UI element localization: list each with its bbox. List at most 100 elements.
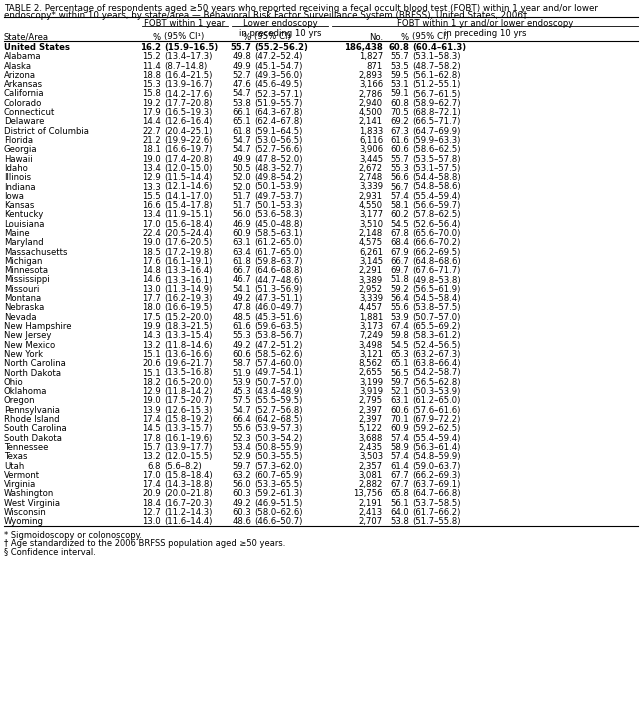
Text: 56.7: 56.7: [390, 183, 409, 191]
Text: 2,435: 2,435: [359, 443, 383, 452]
Text: (11.8–14.2): (11.8–14.2): [164, 387, 213, 396]
Text: (50.8–55.9): (50.8–55.9): [254, 443, 303, 452]
Text: (56.5–61.9): (56.5–61.9): [412, 285, 460, 294]
Text: 49.8: 49.8: [232, 52, 251, 62]
Text: (50.3–53.9): (50.3–53.9): [412, 387, 460, 396]
Text: * Sigmoidoscopy or colonoscopy.: * Sigmoidoscopy or colonoscopy.: [4, 531, 142, 540]
Text: (95% CI): (95% CI): [254, 33, 291, 42]
Text: 54.7: 54.7: [232, 89, 251, 98]
Text: Kansas: Kansas: [4, 201, 35, 210]
Text: 55.7: 55.7: [390, 52, 409, 62]
Text: (65.6–70.0): (65.6–70.0): [412, 229, 460, 238]
Text: District of Columbia: District of Columbia: [4, 127, 89, 136]
Text: (62.4–67.8): (62.4–67.8): [254, 118, 303, 127]
Text: 60.6: 60.6: [390, 406, 409, 415]
Text: 64.0: 64.0: [390, 508, 409, 517]
Text: 53.8: 53.8: [390, 518, 409, 526]
Text: 66.1: 66.1: [232, 108, 251, 117]
Text: 60.3: 60.3: [232, 489, 251, 498]
Text: Florida: Florida: [4, 136, 33, 145]
Text: (61.2–65.0): (61.2–65.0): [412, 396, 460, 406]
Text: (15.4–17.8): (15.4–17.8): [164, 201, 213, 210]
Text: 19.0: 19.0: [142, 239, 161, 247]
Text: 60.9: 60.9: [390, 424, 409, 433]
Text: 3,498: 3,498: [359, 341, 383, 350]
Text: (59.2–62.5): (59.2–62.5): [412, 424, 460, 433]
Text: 65.1: 65.1: [232, 118, 251, 127]
Text: 54.7: 54.7: [232, 145, 251, 154]
Text: 49.2: 49.2: [232, 498, 251, 508]
Text: (55.2–56.2): (55.2–56.2): [254, 43, 308, 52]
Text: (47.3–51.1): (47.3–51.1): [254, 294, 303, 303]
Text: (16.6–19.5): (16.6–19.5): [164, 304, 212, 312]
Text: 4,550: 4,550: [359, 201, 383, 210]
Text: 14.6: 14.6: [142, 275, 161, 285]
Text: California: California: [4, 89, 45, 98]
Text: New York: New York: [4, 350, 43, 359]
Text: Tennessee: Tennessee: [4, 443, 48, 452]
Text: (50.3–54.2): (50.3–54.2): [254, 433, 303, 442]
Text: Vermont: Vermont: [4, 471, 40, 480]
Text: 56.5: 56.5: [390, 368, 409, 377]
Text: 2,397: 2,397: [359, 415, 383, 424]
Text: (49.3–56.0): (49.3–56.0): [254, 71, 303, 80]
Text: 60.6: 60.6: [390, 145, 409, 154]
Text: 12.9: 12.9: [142, 387, 161, 396]
Text: (67.6–71.7): (67.6–71.7): [412, 266, 460, 275]
Text: (47.8–52.0): (47.8–52.0): [254, 154, 303, 164]
Text: 17.4: 17.4: [142, 480, 161, 489]
Text: 54.7: 54.7: [232, 136, 251, 145]
Text: 56.4: 56.4: [390, 294, 409, 303]
Text: 2,707: 2,707: [359, 518, 383, 526]
Text: 57.4: 57.4: [390, 452, 409, 461]
Text: 56.1: 56.1: [390, 498, 409, 508]
Text: (60.7–65.9): (60.7–65.9): [254, 471, 303, 480]
Text: (55.4–59.4): (55.4–59.4): [412, 192, 460, 201]
Text: 55.3: 55.3: [390, 164, 409, 173]
Text: 20.9: 20.9: [142, 489, 161, 498]
Text: (59.8–63.7): (59.8–63.7): [254, 257, 303, 266]
Text: 67.3: 67.3: [390, 127, 409, 136]
Text: (53.9–57.3): (53.9–57.3): [254, 424, 303, 433]
Text: (51.7–55.8): (51.7–55.8): [412, 518, 460, 526]
Text: Minnesota: Minnesota: [4, 266, 48, 275]
Text: 47.6: 47.6: [232, 80, 251, 89]
Text: (64.2–68.5): (64.2–68.5): [254, 415, 303, 424]
Text: 70.5: 70.5: [390, 108, 409, 117]
Text: (51.9–55.7): (51.9–55.7): [254, 99, 303, 108]
Text: (48.3–52.7): (48.3–52.7): [254, 164, 303, 173]
Text: Idaho: Idaho: [4, 164, 28, 173]
Text: 19.2: 19.2: [142, 99, 161, 108]
Text: 3,199: 3,199: [359, 378, 383, 387]
Text: 61.6: 61.6: [390, 136, 409, 145]
Text: (95% CI¹): (95% CI¹): [164, 33, 204, 42]
Text: (17.2–19.8): (17.2–19.8): [164, 248, 213, 256]
Text: 65.8: 65.8: [390, 489, 409, 498]
Text: 52.9: 52.9: [232, 452, 251, 461]
Text: 46.9: 46.9: [232, 219, 251, 229]
Text: (67.9–72.2): (67.9–72.2): [412, 415, 460, 424]
Text: 6,116: 6,116: [359, 136, 383, 145]
Text: (57.8–62.5): (57.8–62.5): [412, 210, 460, 219]
Text: (64.7–69.9): (64.7–69.9): [412, 127, 460, 136]
Text: 15.1: 15.1: [142, 350, 161, 359]
Text: 17.6: 17.6: [142, 257, 161, 266]
Text: (12.0–15.0): (12.0–15.0): [164, 164, 212, 173]
Text: 50.5: 50.5: [232, 164, 251, 173]
Text: (64.8–68.6): (64.8–68.6): [412, 257, 461, 266]
Text: 22.4: 22.4: [142, 229, 161, 238]
Text: (54.5–58.4): (54.5–58.4): [412, 294, 460, 303]
Text: 3,121: 3,121: [359, 350, 383, 359]
Text: (53.5–57.8): (53.5–57.8): [412, 154, 460, 164]
Text: 17.8: 17.8: [142, 433, 161, 442]
Text: (11.6–14.4): (11.6–14.4): [164, 518, 212, 526]
Text: (55.5–59.5): (55.5–59.5): [254, 396, 303, 406]
Text: (14.1–17.0): (14.1–17.0): [164, 192, 212, 201]
Text: 17.4: 17.4: [142, 415, 161, 424]
Text: (13.6–16.6): (13.6–16.6): [164, 350, 212, 359]
Text: Maine: Maine: [4, 229, 29, 238]
Text: (54.4–58.8): (54.4–58.8): [412, 173, 461, 182]
Text: (8.7–14.8): (8.7–14.8): [164, 62, 207, 71]
Text: Georgia: Georgia: [4, 145, 38, 154]
Text: (59.2–61.3): (59.2–61.3): [254, 489, 303, 498]
